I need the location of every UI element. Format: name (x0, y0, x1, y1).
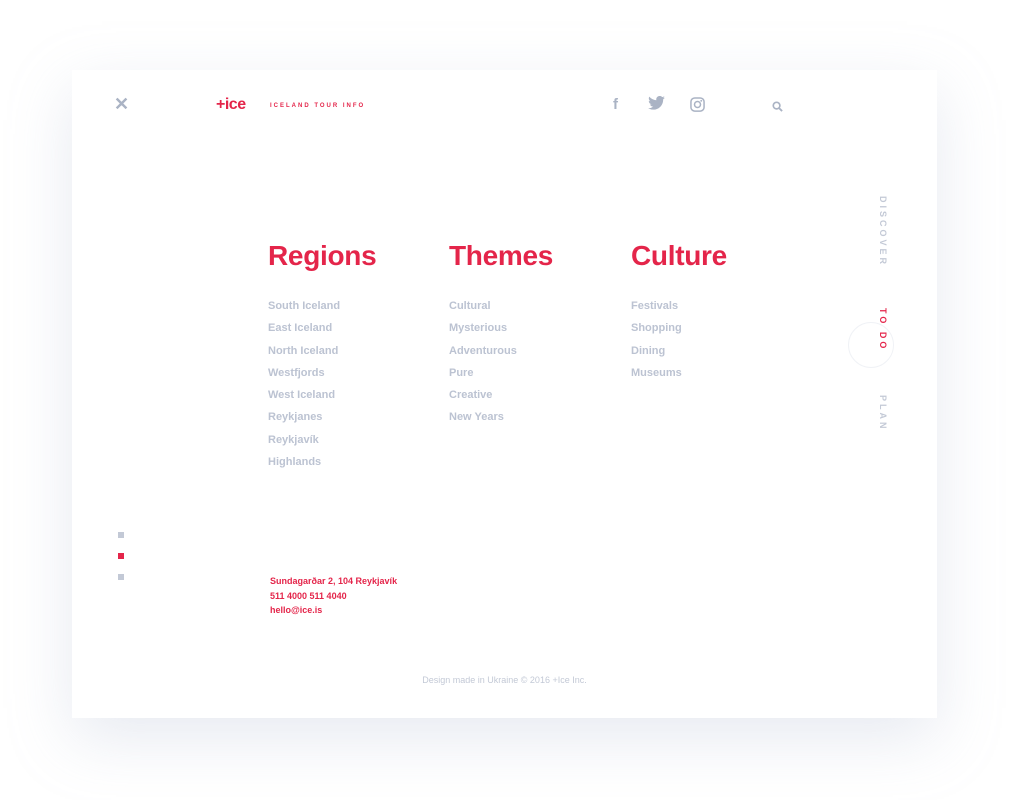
menu-link[interactable]: East Iceland (268, 322, 333, 335)
nav-to-do[interactable]: TO DO (878, 308, 888, 352)
menu-link[interactable]: Festivals (631, 300, 679, 312)
close-icon[interactable]: ✕ (114, 94, 130, 114)
column-title: Regions (268, 240, 377, 271)
culture-column: Culture Festivals Shopping Dining Museum… (631, 240, 727, 389)
menu-link[interactable]: Reykjanes (268, 411, 323, 424)
menu-link[interactable]: Adventurous (449, 344, 517, 357)
contact-info: Sundagarðar 2, 104 Reykjavík 511 4000 51… (270, 574, 397, 618)
regions-column: Regions South Iceland East Iceland North… (268, 240, 377, 478)
menu-card: ✕ +ice ICELAND TOUR INFO f Regions South… (72, 70, 937, 718)
footer-text: Design made in Ukraine © 2016 +Ice Inc. (422, 675, 587, 685)
menu-link[interactable]: Cultural (449, 300, 491, 312)
search-icon[interactable] (772, 99, 783, 116)
address: Sundagarðar 2, 104 Reykjavík (270, 576, 398, 586)
themes-column: Themes Cultural Mysterious Adventurous P… (449, 240, 553, 434)
menu-link[interactable]: Reykjavík (268, 433, 319, 446)
tagline: ICELAND TOUR INFO (270, 103, 366, 109)
menu-link[interactable]: Pure (449, 366, 474, 379)
menu-link[interactable]: Creative (449, 389, 493, 402)
menu-link[interactable]: South Iceland (268, 300, 341, 312)
instagram-icon[interactable] (690, 97, 705, 116)
pager-dot[interactable] (118, 574, 124, 580)
nav-discover[interactable]: DISCOVER (878, 196, 888, 268)
menu-link[interactable]: New Years (449, 411, 504, 424)
nav-plan[interactable]: PLAN (878, 395, 888, 432)
menu-link[interactable]: Shopping (631, 322, 682, 335)
column-title: Culture (631, 240, 727, 271)
menu-link[interactable]: Mysterious (449, 322, 508, 335)
menu-link[interactable]: Highlands (268, 456, 322, 469)
menu-link[interactable]: Westfjords (268, 366, 325, 379)
menu-link[interactable]: Dining (631, 344, 666, 357)
menu-link[interactable]: West Iceland (268, 389, 336, 402)
logo[interactable]: +ice (216, 96, 246, 113)
pager-dot-active[interactable] (118, 553, 124, 559)
menu-link[interactable]: Museums (631, 366, 682, 379)
menu-link[interactable]: North Iceland (268, 344, 339, 357)
phone[interactable]: 511 4000 511 4040 (270, 590, 347, 601)
facebook-icon[interactable]: f (613, 96, 618, 113)
email[interactable]: hello@ice.is (270, 605, 323, 615)
pager-dot[interactable] (118, 532, 124, 538)
twitter-icon[interactable] (648, 95, 665, 114)
column-title: Themes (449, 240, 554, 271)
active-indicator-ring (848, 322, 894, 368)
